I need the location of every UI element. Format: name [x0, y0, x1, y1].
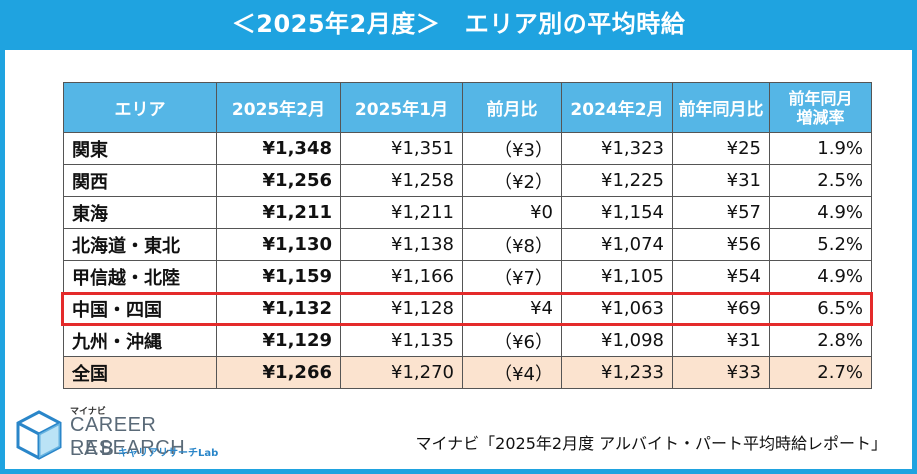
column-header: 2024年2月: [561, 82, 673, 133]
table-cell-yoy: ¥56: [672, 228, 770, 261]
column-header: エリア: [63, 82, 217, 133]
table-cell-area: 九州・沖縄: [63, 324, 217, 357]
table-cell-yoy-rate: 2.7%: [769, 356, 872, 389]
logo-line2: LAB: [70, 438, 117, 460]
table-cell-mom: ¥0: [462, 196, 562, 229]
table-cell-feb2024: ¥1,074: [561, 228, 673, 261]
table-cell-feb2025: ¥1,132: [216, 292, 341, 325]
table-cell-jan2025: ¥1,135: [340, 324, 463, 357]
table-cell-yoy: ¥25: [672, 132, 770, 165]
table-cell-feb2025: ¥1,348: [216, 132, 341, 165]
table-row: 東海 ¥1,211 ¥1,211 ¥0 ¥1,154 ¥57 4.9%: [63, 196, 872, 229]
table-cell-yoy-rate: 2.8%: [769, 324, 872, 357]
table-cell-yoy-rate: 1.9%: [769, 132, 872, 165]
table-cell-feb2025: ¥1,130: [216, 228, 341, 261]
table-cell-feb2025: ¥1,266: [216, 356, 341, 389]
table-cell-yoy-rate: 2.5%: [769, 164, 872, 197]
table-cell-feb2024: ¥1,154: [561, 196, 673, 229]
table-cell-jan2025: ¥1,270: [340, 356, 463, 389]
table-cell-mom: （¥3）: [462, 132, 562, 165]
table-cell-yoy: ¥54: [672, 260, 770, 293]
table-cell-mom: （¥8）: [462, 228, 562, 261]
table-cell-area: 全国: [63, 356, 217, 389]
table-cell-yoy-rate: 4.9%: [769, 260, 872, 293]
table-cell-area: 中国・四国: [63, 292, 217, 325]
table-cell-yoy-rate: 6.5%: [769, 292, 872, 325]
table-cell-feb2024: ¥1,098: [561, 324, 673, 357]
table-header-row: エリア 2025年2月 2025年1月 前月比 2024年2月 前年同月比 前年同月 増減率: [63, 82, 872, 133]
column-header: 前年同月 増減率: [769, 82, 872, 133]
table-cell-yoy: ¥57: [672, 196, 770, 229]
table-cell-area: 甲信越・北陸: [63, 260, 217, 293]
table-cell-yoy-rate: 4.9%: [769, 196, 872, 229]
table-cell-feb2025: ¥1,129: [216, 324, 341, 357]
table-cell-jan2025: ¥1,128: [340, 292, 463, 325]
table-cell-yoy: ¥69: [672, 292, 770, 325]
table-cell-area: 東海: [63, 196, 217, 229]
table-row: 中国・四国 ¥1,132 ¥1,128 ¥4 ¥1,063 ¥69 6.5%: [63, 292, 872, 325]
table-cell-feb2024: ¥1,063: [561, 292, 673, 325]
column-header: 前月比: [462, 82, 562, 133]
table-cell-jan2025: ¥1,166: [340, 260, 463, 293]
table-cell-yoy: ¥31: [672, 164, 770, 197]
table-cell-yoy: ¥31: [672, 324, 770, 357]
table-row: 関東 ¥1,348 ¥1,351 （¥3） ¥1,323 ¥25 1.9%: [63, 132, 872, 165]
table-cell-mom: （¥4）: [462, 356, 562, 389]
table-cell-mom: （¥6）: [462, 324, 562, 357]
table-cell-area: 関東: [63, 132, 217, 165]
table-cell-yoy-rate: 5.2%: [769, 228, 872, 261]
table-cell-feb2025: ¥1,256: [216, 164, 341, 197]
table-cell-jan2025: ¥1,211: [340, 196, 463, 229]
table-cell-feb2024: ¥1,225: [561, 164, 673, 197]
table-cell-area: 関西: [63, 164, 217, 197]
table-row: 全国 ¥1,266 ¥1,270 （¥4） ¥1,233 ¥33 2.7%: [63, 356, 872, 389]
table-cell-area: 北海道・東北: [63, 228, 217, 261]
table-row: 甲信越・北陸 ¥1,159 ¥1,166 （¥7） ¥1,105 ¥54 4.9%: [63, 260, 872, 293]
column-header: 2025年2月: [216, 82, 341, 133]
table-row: 関西 ¥1,256 ¥1,258 （¥2） ¥1,225 ¥31 2.5%: [63, 164, 872, 197]
table-cell-feb2024: ¥1,233: [561, 356, 673, 389]
wage-table: エリア 2025年2月 2025年1月 前月比 2024年2月 前年同月比 前年同月 増減率…: [63, 82, 872, 389]
column-header: 2025年1月: [340, 82, 463, 133]
cube-logo-icon: [16, 410, 62, 460]
table-cell-jan2025: ¥1,138: [340, 228, 463, 261]
page-title: ＜2025年2月度＞ エリア別の平均時給: [0, 0, 917, 50]
career-research-lab-logo: マイナビ CAREER RESEARCH LAB キャリアリサーチLab: [14, 404, 244, 466]
table-cell-mom: （¥7）: [462, 260, 562, 293]
table-cell-mom: ¥4: [462, 292, 562, 325]
logo-brand: マイナビ: [70, 407, 106, 417]
logo-line1: CAREER RESEARCH: [70, 414, 186, 459]
logo-line2-sub: キャリアリサーチLab: [118, 448, 219, 459]
table-cell-yoy: ¥33: [672, 356, 770, 389]
table-row: 北海道・東北 ¥1,130 ¥1,138 （¥8） ¥1,074 ¥56 5.2%: [63, 228, 872, 261]
table-cell-jan2025: ¥1,258: [340, 164, 463, 197]
table-cell-feb2024: ¥1,323: [561, 132, 673, 165]
column-header: 前年同月比: [672, 82, 770, 133]
table-row: 九州・沖縄 ¥1,129 ¥1,135 （¥6） ¥1,098 ¥31 2.8%: [63, 324, 872, 357]
table-cell-feb2025: ¥1,211: [216, 196, 341, 229]
table-cell-mom: （¥2）: [462, 164, 562, 197]
table-cell-feb2024: ¥1,105: [561, 260, 673, 293]
table-body: 関東 ¥1,348 ¥1,351 （¥3） ¥1,323 ¥25 1.9% 関西 ¥1,256 ¥…: [63, 132, 872, 389]
table-cell-jan2025: ¥1,351: [340, 132, 463, 165]
table-cell-feb2025: ¥1,159: [216, 260, 341, 293]
source-note: マイナビ「2025年2月度 アルバイト・パート平均時給レポート」: [415, 434, 887, 453]
